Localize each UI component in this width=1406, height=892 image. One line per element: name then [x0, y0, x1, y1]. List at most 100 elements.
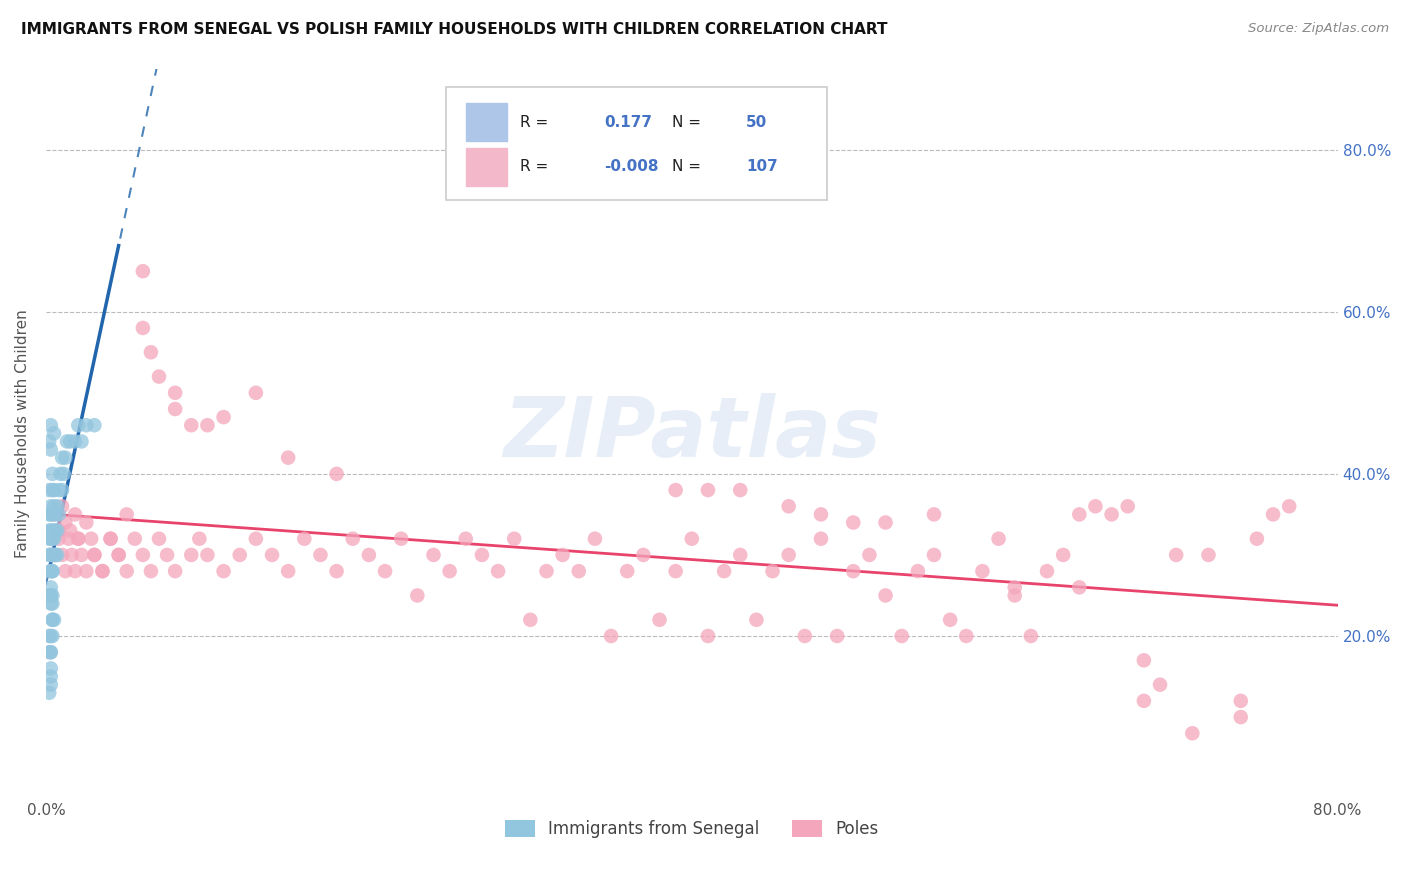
Point: [260, 548, 283, 562]
Point: [503, 532, 526, 546]
Point: [67, 532, 90, 546]
Point: [228, 548, 250, 562]
Point: [38, 589, 60, 603]
Point: [875, 589, 897, 603]
Point: [63, 434, 86, 449]
Point: [41, 564, 63, 578]
Point: [1198, 548, 1220, 562]
Point: [1036, 564, 1059, 578]
Point: [39, 418, 62, 433]
Point: [39, 508, 62, 522]
Point: [46, 548, 69, 562]
Point: [1069, 508, 1091, 522]
Point: [51, 548, 73, 562]
Point: [75, 564, 97, 578]
Point: [67, 532, 90, 546]
Point: [41, 613, 63, 627]
Point: [42, 548, 65, 562]
Text: ZIPatlas: ZIPatlas: [503, 392, 880, 474]
Point: [39, 589, 62, 603]
Point: [39, 661, 62, 675]
Point: [39, 532, 62, 546]
Point: [51, 450, 73, 465]
Point: [41, 524, 63, 538]
Point: [406, 589, 429, 603]
Point: [922, 508, 945, 522]
Point: [48, 483, 70, 497]
Point: [42, 500, 65, 514]
Point: [165, 402, 187, 417]
Point: [1052, 548, 1074, 562]
Point: [778, 500, 800, 514]
Point: [713, 564, 735, 578]
Point: [41, 467, 63, 481]
Point: [519, 613, 541, 627]
Text: N =: N =: [672, 115, 702, 129]
Point: [39, 589, 62, 603]
Point: [745, 613, 768, 627]
Point: [793, 629, 815, 643]
Point: [180, 418, 202, 433]
Point: [1004, 580, 1026, 594]
Point: [75, 418, 97, 433]
Point: [39, 645, 62, 659]
Point: [60, 548, 83, 562]
Point: [987, 532, 1010, 546]
Point: [42, 508, 65, 522]
Point: [51, 483, 73, 497]
Point: [42, 532, 65, 546]
Point: [38, 508, 60, 522]
FancyBboxPatch shape: [465, 103, 508, 141]
Point: [600, 629, 623, 643]
Point: [922, 548, 945, 562]
Text: Source: ZipAtlas.com: Source: ZipAtlas.com: [1249, 22, 1389, 36]
Point: [39, 669, 62, 683]
Point: [41, 532, 63, 546]
Point: [45, 508, 67, 522]
Point: [139, 345, 162, 359]
FancyBboxPatch shape: [465, 147, 508, 186]
Point: [46, 524, 69, 538]
Point: [583, 532, 606, 546]
Point: [486, 564, 509, 578]
Point: [277, 564, 299, 578]
Point: [357, 548, 380, 562]
Point: [842, 516, 865, 530]
Point: [858, 548, 880, 562]
Point: [697, 483, 720, 497]
Point: [648, 613, 671, 627]
Point: [1261, 508, 1284, 522]
Text: R =: R =: [520, 115, 548, 129]
Point: [39, 564, 62, 578]
FancyBboxPatch shape: [446, 87, 827, 200]
Point: [212, 564, 235, 578]
Point: [342, 532, 364, 546]
Point: [41, 597, 63, 611]
Text: IMMIGRANTS FROM SENEGAL VS POLISH FAMILY HOUSEHOLDS WITH CHILDREN CORRELATION CH: IMMIGRANTS FROM SENEGAL VS POLISH FAMILY…: [21, 22, 887, 37]
Point: [156, 548, 179, 562]
Point: [70, 434, 93, 449]
Point: [124, 532, 146, 546]
Point: [39, 580, 62, 594]
Point: [165, 564, 187, 578]
Point: [665, 483, 688, 497]
Point: [38, 686, 60, 700]
Point: [53, 516, 76, 530]
Point: [48, 524, 70, 538]
Point: [83, 548, 105, 562]
Point: [148, 532, 170, 546]
Point: [38, 532, 60, 546]
Point: [212, 410, 235, 425]
Point: [39, 629, 62, 643]
Point: [39, 442, 62, 457]
Point: [59, 524, 82, 538]
Point: [39, 500, 62, 514]
Point: [568, 564, 591, 578]
Point: [1069, 580, 1091, 594]
Point: [42, 548, 65, 562]
Point: [389, 532, 412, 546]
Point: [139, 564, 162, 578]
Point: [83, 548, 105, 562]
Text: R =: R =: [520, 159, 548, 174]
Point: [309, 548, 332, 562]
